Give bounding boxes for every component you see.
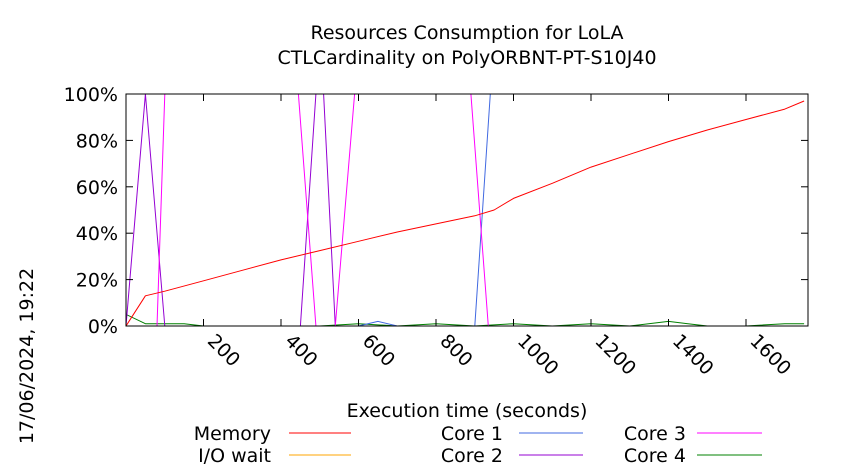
y-tick-label: 100% <box>64 84 118 106</box>
x-tick-label: 1600 <box>745 330 795 380</box>
x-tick-label: 200 <box>203 330 244 371</box>
plot-frame <box>125 93 809 327</box>
x-tick-label: 1200 <box>590 330 640 380</box>
legend-label-core-2: Core 2 <box>441 445 503 467</box>
series-line-core-4 <box>125 313 805 327</box>
legend-label-memory: Memory <box>194 423 271 445</box>
series-line-core-3 <box>126 93 805 327</box>
y-tick-label: 40% <box>76 223 118 245</box>
legend-label-i-o-wait: I/O wait <box>198 445 271 467</box>
legend-label-core-4: Core 4 <box>624 445 686 467</box>
x-tick-label: 1400 <box>668 330 718 380</box>
chart-subtitle: CTLCardinality on PolyORBNT-PT-S10J40 <box>277 47 656 69</box>
y-tick-label: 80% <box>76 130 118 152</box>
series-line-memory <box>125 100 805 327</box>
series-line-core-2 <box>125 93 805 327</box>
y-axis: 0% 20% 40% 60% 80% 100% <box>64 84 808 338</box>
x-tick-label: 1000 <box>513 330 563 380</box>
x-axis-label: Execution time (seconds) <box>347 400 588 422</box>
legend-label-core-1: Core 1 <box>441 423 503 445</box>
y-tick-label: 20% <box>76 270 118 292</box>
x-tick-label: 800 <box>435 330 476 371</box>
x-tick-label: 400 <box>280 330 321 371</box>
chart-title: Resources Consumption for LoLA <box>310 22 623 44</box>
plot-series <box>125 93 805 327</box>
x-tick-label: 600 <box>358 330 399 371</box>
y-tick-label: 0% <box>88 316 118 338</box>
timestamp: 17/06/2024, 19:22 <box>16 268 38 444</box>
legend-label-core-3: Core 3 <box>624 423 686 445</box>
series-line-core-1 <box>126 93 805 327</box>
x-axis: 200 400 600 800 1000 1200 1400 1600 <box>203 94 795 380</box>
y-tick-label: 60% <box>76 177 118 199</box>
